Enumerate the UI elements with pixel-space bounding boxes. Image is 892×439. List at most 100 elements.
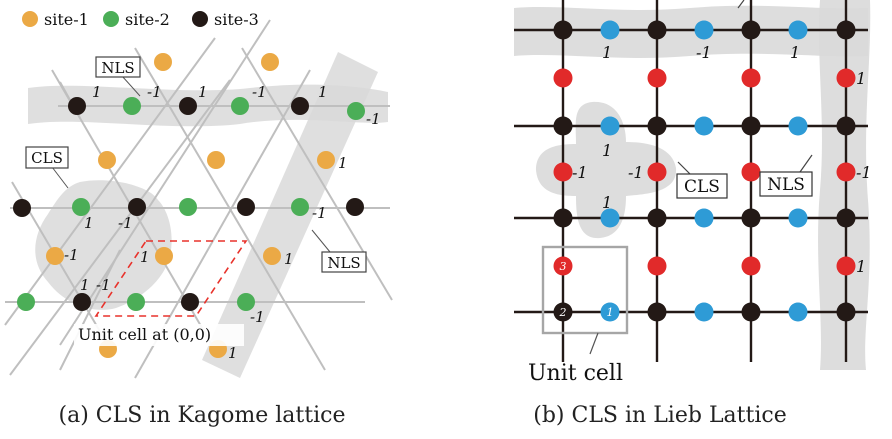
lieb-amplitude-label: -1 [628,163,644,182]
kagome-site [237,198,255,216]
lieb-site-vertical [741,68,761,88]
kagome-amplitude-label: 1 [284,250,294,268]
legend: site-1 site-2 site-3 [22,10,259,29]
lieb-site-corner [553,20,573,40]
lieb-site-horizontal [600,302,620,322]
lieb-amplitude-label: -1 [856,163,872,182]
lieb-site-corner [836,116,856,136]
lieb-site-horizontal [788,116,808,136]
lieb-site-corner [553,302,573,322]
kagome-amplitude-label: 1 [140,248,150,266]
lieb-site-corner [647,208,667,228]
lieb-top-pointer [737,0,745,9]
lieb-site-vertical [553,256,573,276]
kagome-site [317,151,335,169]
kagome-site [72,198,90,216]
kagome-bond-diagonal [59,249,121,371]
lieb-site-horizontal [600,20,620,40]
kagome-panel: 1 -1 1 -1 1-11 -1-1 11 -11-11-11 NLS CLS NLS Un… [4,10,393,428]
kagome-site [261,53,279,71]
lieb-site-corner [741,302,761,322]
svg-text:NLS: NLS [327,254,360,272]
lieb-site-corner [553,208,573,228]
legend-label: site-1 [44,10,89,29]
kagome-bond-diagonal [4,37,216,326]
kagome-site [231,97,249,115]
legend-label: site-3 [214,10,259,29]
kagome-site [127,293,145,311]
lieb-site-vertical [741,256,761,276]
kagome-site [46,247,64,265]
kagome-amplitude-label: -1 [366,110,381,128]
kagome-site [155,247,173,265]
lieb-site-horizontal [788,302,808,322]
kagome-bond-diagonal [241,47,393,301]
lieb-panel: 1 2 3 1 -1 1 1 -1 -1 1 1 -1 1 CLS NLS Unit cell (b)… [514,0,872,428]
kagome-site [17,293,35,311]
kagome-amplitude-label: -1 [147,83,162,101]
kagome-amplitude-label: 1 [318,83,328,101]
lieb-site-horizontal [694,302,714,322]
kagome-site [291,198,309,216]
kagome-sites [13,53,365,358]
kagome-amplitude-label: -1 [252,83,267,101]
kagome-nls-top-box: NLS [95,56,141,97]
lieb-site-corner [741,208,761,228]
lieb-site-horizontal [694,208,714,228]
lieb-caption: (b) CLS in Lieb Lattice [533,403,786,428]
lieb-site-corner [647,20,667,40]
kagome-bond-diagonal [134,47,326,371]
lieb-nls-box: NLS [759,154,813,197]
svg-text:NLS: NLS [767,175,805,195]
lieb-site-vertical [553,162,573,182]
lieb-site-number: 1 [607,306,614,319]
lieb-site-number: 3 [560,260,567,273]
kagome-amplitude-label: -1 [118,214,133,232]
lieb-site-horizontal [694,20,714,40]
kagome-site [123,97,141,115]
kagome-bond-diagonal [59,19,271,346]
lieb-amplitude-label: 1 [602,43,612,62]
kagome-site [347,102,365,120]
lieb-cls-box: CLS [676,161,728,199]
kagome-amplitude-label: 1 [198,83,208,101]
kagome-amplitude-label: 1 [80,276,90,294]
lieb-site-horizontal [600,116,620,136]
kagome-site [154,53,172,71]
kagome-site [68,97,86,115]
lieb-amplitude-label: -1 [572,163,588,182]
lieb-nls-vertical-highlight [818,0,871,370]
lieb-site-vertical [836,68,856,88]
lieb-site-horizontal [694,116,714,136]
lieb-site-vertical [741,162,761,182]
kagome-site [128,198,146,216]
kagome-site [13,199,31,217]
legend-marker [103,11,119,27]
lieb-site-corner [741,116,761,136]
kagome-amplitude-label: -1 [312,204,327,222]
kagome-caption: (a) CLS in Kagome lattice [59,403,346,428]
lieb-site-horizontal [788,208,808,228]
lieb-nls-horizontal-highlight [514,5,868,58]
svg-text:CLS: CLS [31,149,63,167]
lieb-site-corner [836,20,856,40]
kagome-amplitude-label: 1 [228,344,238,362]
lieb-amplitude-label: 1 [602,141,612,160]
kagome-amplitude-label: -1 [64,246,79,264]
lieb-site-horizontal [600,208,620,228]
kagome-amplitude-label: 1 [84,214,94,232]
kagome-amplitude-label: -1 [250,308,265,326]
lieb-site-vertical [647,256,667,276]
lieb-amplitude-label: 1 [856,257,866,276]
lieb-amplitude-labels: 1 -1 1 1 -1 -1 1 1 -1 1 [572,43,872,276]
kagome-site [179,198,197,216]
lieb-site-vertical [647,68,667,88]
kagome-site [263,247,281,265]
lieb-site-vertical [553,68,573,88]
lieb-amplitude-label: 1 [856,69,866,88]
kagome-site [207,151,225,169]
lieb-site-corner [836,208,856,228]
kagome-site [181,293,199,311]
kagome-site [291,97,309,115]
